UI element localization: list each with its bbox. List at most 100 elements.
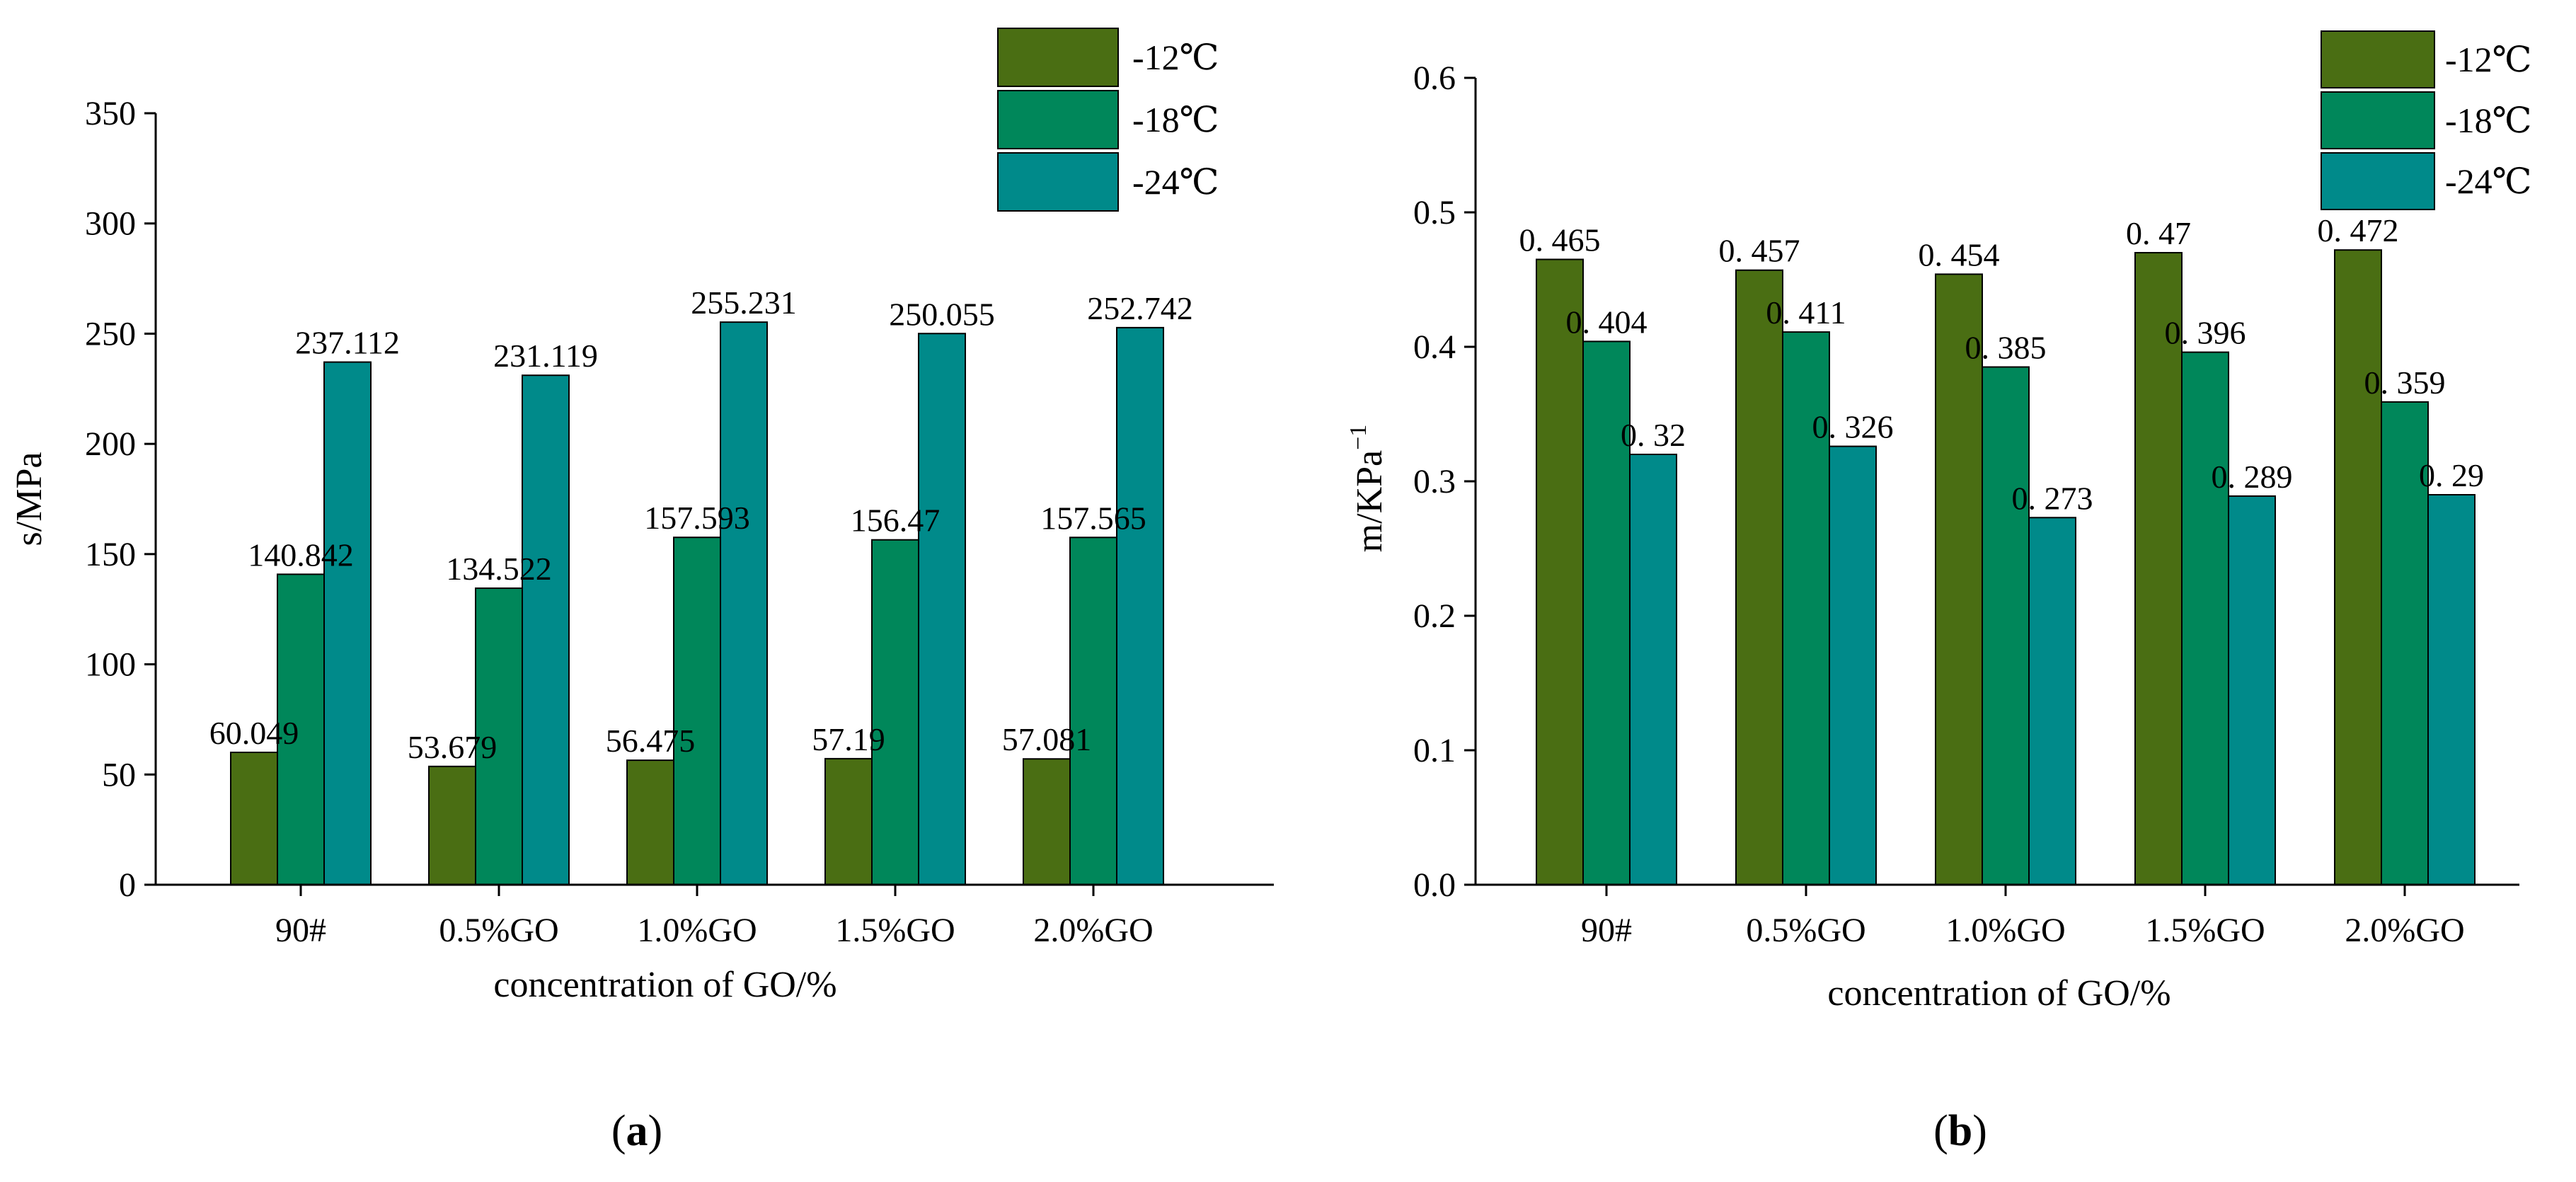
chart-a-bar <box>323 361 372 885</box>
chart-b-data-label: 0. 472 <box>2318 212 2399 248</box>
chart-a-data-label: 231.119 <box>493 338 598 374</box>
chart-a-y-tick-label: 200 <box>85 425 136 463</box>
chart-a-bar <box>428 765 476 885</box>
chart-a-data-label: 157.593 <box>644 500 750 536</box>
chart-a-bar <box>871 539 919 885</box>
chart-a-bar <box>230 751 278 885</box>
chart-b-x-ticks: 90# 0.5%GO 1.0%GO 1.5%GO 2.0%GO <box>1581 885 2465 949</box>
chart-b-y-tick-label: 0.2 <box>1413 597 1456 635</box>
chart-a-bar <box>918 333 966 886</box>
chart-a-y-tick-label: 300 <box>85 205 136 243</box>
chart-b-legend-swatch <box>2321 152 2435 210</box>
chart-a-bar <box>522 374 570 885</box>
chart-a-y-tick-label: 250 <box>85 315 136 352</box>
chart-b-bar <box>1782 331 1830 886</box>
chart-a-x-tick-label: 90# <box>275 912 326 949</box>
chart-a-data-label: 157.565 <box>1040 500 1146 536</box>
chart-a-y-axis-label: s/MPa <box>9 452 50 546</box>
chart-a-bar <box>720 321 768 885</box>
chart-b-x-axis-label: concentration of GO/% <box>1827 973 2170 1014</box>
chart-b-bar <box>2028 517 2076 885</box>
chart-b-data-label: 0. 396 <box>2165 315 2246 351</box>
chart-a-data-label: 255.231 <box>691 285 797 321</box>
chart-b-y-tick-label: 0.4 <box>1413 328 1456 366</box>
panel-label-b-letter: b <box>1948 1107 1972 1155</box>
chart-b-bar <box>1582 340 1631 885</box>
chart-b-y-ticks: 0.0 0.1 0.2 0.3 0.4 0.5 0.6 <box>1413 59 1476 904</box>
chart-b-x-tick-label: 2.0%GO <box>2345 912 2464 949</box>
chart-a-data-label: 134.522 <box>446 551 552 587</box>
chart-b-bar <box>1935 273 1983 885</box>
chart-b-legend-label: -24℃ <box>2445 161 2532 201</box>
chart-b-y-axis-label: m/KPa−1 <box>1345 425 1390 553</box>
chart-b-bar <box>1829 445 1877 885</box>
chart-a: 60.049 140.842 237.112 53.679 134.522 231.119… <box>9 28 1274 1155</box>
chart-a-bar <box>824 757 873 886</box>
chart-b-data-label: 0. 47 <box>2126 215 2191 251</box>
panel-label-b: (b) <box>1933 1107 1987 1155</box>
chart-a-data-label: 237.112 <box>295 325 400 361</box>
chart-b-data-label: 0. 411 <box>1766 294 1846 331</box>
chart-b-data-label: 0. 385 <box>1965 330 2047 366</box>
chart-a-y-tick-label: 150 <box>85 536 136 573</box>
chart-a-bar <box>277 573 325 885</box>
panel-label-b-open: ( <box>1933 1107 1948 1155</box>
panel-label-a-open: ( <box>611 1107 626 1155</box>
panel-label-a: (a) <box>611 1107 662 1155</box>
chart-a-data-label: 250.055 <box>889 296 995 332</box>
chart-b-data-label: 0. 326 <box>1812 409 1894 445</box>
chart-b-y-tick-label: 0.6 <box>1413 59 1456 97</box>
chart-b-legend: -12℃ -18℃ -24℃ <box>2321 30 2532 210</box>
chart-b-bars <box>1536 249 2476 886</box>
chart-a-bar <box>1069 537 1117 885</box>
chart-a-legend-label: -18℃ <box>1132 100 1219 139</box>
chart-b-bar <box>2228 495 2276 885</box>
chart-b-x-tick-label: 0.5%GO <box>1746 912 1865 949</box>
chart-a-bar <box>673 537 721 886</box>
chart-b-bar <box>2427 494 2476 885</box>
chart-b-y-tick-label: 0.5 <box>1413 194 1456 231</box>
chart-b-y-axis-label-sup: −1 <box>1345 425 1372 450</box>
chart-a-bar <box>1023 758 1071 885</box>
chart-a-x-axis-label: concentration of GO/% <box>493 965 836 1005</box>
chart-a-data-label: 156.47 <box>851 503 941 539</box>
chart-a-y-tick-label: 350 <box>85 95 136 132</box>
chart-a-data-label: 140.842 <box>248 537 354 573</box>
chart-a-data-label: 53.679 <box>408 729 498 765</box>
chart-b-data-label: 0. 404 <box>1566 304 1648 340</box>
chart-b-data-label: 0. 457 <box>1719 233 1800 269</box>
chart-b-bar <box>2181 351 2229 886</box>
chart-a-x-ticks: 90# 0.5%GO 1.0%GO 1.5%GO 2.0%GO <box>275 885 1154 949</box>
chart-a-y-tick-label: 0 <box>119 866 136 904</box>
chart-b-legend-swatch <box>2321 30 2435 88</box>
chart-a-bar <box>626 759 674 886</box>
chart-a-data-labels: 60.049 140.842 237.112 53.679 134.522 231.119… <box>209 285 1193 765</box>
chart-b-x-tick-label: 90# <box>1581 912 1632 949</box>
chart-b-data-label: 0. 29 <box>2419 457 2484 493</box>
chart-a-data-label: 57.19 <box>812 721 885 757</box>
chart-a-y-tick-label: 100 <box>85 646 136 684</box>
chart-b-y-tick-label: 0.0 <box>1413 866 1456 904</box>
chart-a-legend-label: -24℃ <box>1132 162 1219 202</box>
chart-a-y-ticks: 0 50 100 150 200 250 300 350 <box>85 95 156 904</box>
chart-b-bar <box>1629 454 1677 885</box>
chart-b-bar <box>1735 269 1783 885</box>
chart-b-data-label: 0. 289 <box>2212 459 2293 495</box>
chart-b-data-labels: 0. 465 0. 404 0. 32 0. 457 0. 411 0. 326 0. 45… <box>1519 212 2485 516</box>
chart-a-legend: -12℃ -18℃ -24℃ <box>997 28 1219 212</box>
panel-label-b-close: ) <box>1972 1107 1987 1155</box>
chart-b-data-label: 0. 465 <box>1519 222 1601 258</box>
chart-b-x-tick-label: 1.0%GO <box>1945 912 2065 949</box>
chart-b-y-axis-label-text: m/KPa <box>1350 450 1390 552</box>
chart-b-data-label: 0. 454 <box>1919 236 2000 272</box>
chart-b-bar <box>2334 249 2382 885</box>
chart-b-legend-swatch <box>2321 91 2435 149</box>
chart-b-y-tick-label: 0.3 <box>1413 463 1456 500</box>
chart-a-bar <box>475 587 523 885</box>
chart-a-x-tick-label: 1.5%GO <box>835 912 955 949</box>
chart-a-legend-label: -12℃ <box>1132 38 1219 77</box>
chart-a-bar <box>1116 326 1164 885</box>
chart-a-data-label: 57.081 <box>1002 721 1092 757</box>
chart-b-legend-label: -12℃ <box>2445 40 2532 79</box>
